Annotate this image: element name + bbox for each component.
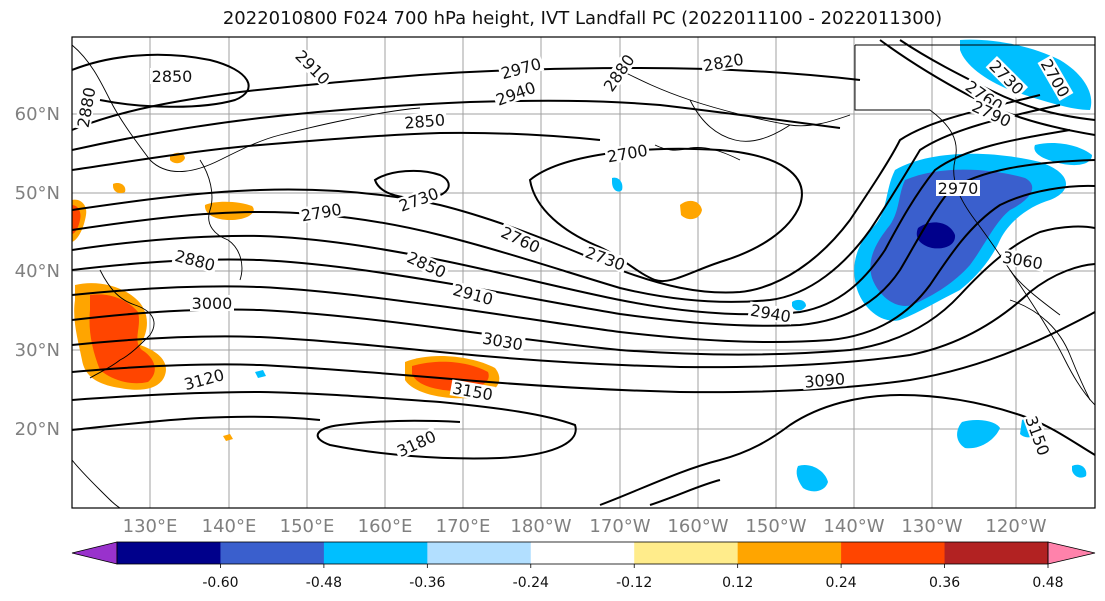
colorbar-extend-left	[71, 541, 118, 565]
longitude-label: 170°W	[589, 516, 650, 537]
longitude-label: 150°E	[280, 516, 335, 537]
contour-label-bg	[961, 76, 1007, 115]
latitude-label: 60°N	[15, 104, 60, 125]
colorbar-segment	[220, 542, 325, 564]
contour-label-bg	[599, 50, 638, 96]
latitude-label: 40°N	[15, 261, 60, 282]
contour-label-bg	[604, 141, 651, 165]
contour-label-bg	[747, 301, 794, 325]
colorbar-tick-label: -0.48	[306, 575, 342, 591]
contour-label: 2850	[404, 110, 446, 132]
colorbar-extend-right	[1047, 541, 1096, 565]
colorbar-segment	[634, 542, 739, 564]
contour-label: 3000	[192, 294, 233, 313]
contour-label-bg	[449, 379, 496, 403]
contour-label-bg	[1037, 54, 1074, 102]
contour-label-bg	[291, 45, 335, 89]
colorbar-segment	[841, 542, 946, 564]
longitude-label: 120°W	[985, 516, 1046, 537]
contour-label: 2850	[152, 67, 193, 86]
contour-label-bg	[492, 78, 540, 109]
contour-label: 3090	[804, 369, 846, 391]
contour-label-bg	[936, 180, 980, 196]
contour-label-bg	[402, 111, 448, 131]
map-title: 2022010800 F024 700 hPa height, IVT Land…	[222, 8, 943, 29]
contour-label-bg	[985, 55, 1029, 99]
colorbar-segment	[944, 542, 1049, 564]
colorbar-tick-label: 0.48	[1032, 575, 1063, 591]
contour-label-bg	[700, 50, 747, 74]
colorbar-tick-label: 0.36	[929, 575, 960, 591]
colorbar-segment	[117, 542, 221, 564]
longitude-label: 130°E	[123, 516, 178, 537]
colorbar-tick-labels: -0.60 -0.48 -0.36 -0.24 -0.12 0.12 0.24 0.36 0.4…	[202, 564, 1064, 591]
contour-label-bg	[150, 68, 194, 84]
contour-label-bg	[449, 280, 497, 308]
longitude-label: 170°E	[436, 516, 491, 537]
contour-label-bg	[171, 246, 219, 274]
map-frame	[71, 36, 1096, 509]
latitude-label: 20°N	[15, 419, 60, 440]
contour-label-bg	[395, 184, 443, 215]
colorbar-segment	[323, 542, 428, 564]
contour-label-bg	[497, 222, 545, 256]
contour-label-bg	[74, 84, 98, 131]
contour-label-bg	[298, 200, 345, 224]
colorbar-tick-label: -0.24	[513, 575, 549, 591]
colorbar	[71, 541, 1096, 565]
contour-label-bg	[403, 247, 451, 281]
contour-label-bg	[581, 243, 629, 274]
contour-label-bg	[1022, 412, 1053, 460]
longitude-labels: 130°E 140°E 150°E 160°E 170°E 180°W 170°W 160°W…	[123, 516, 1047, 537]
colorbar-segment	[530, 542, 635, 564]
contour-label-bg	[968, 96, 1016, 130]
colorbar-segment	[737, 542, 842, 564]
colorbar-tick-label: -0.60	[202, 575, 238, 591]
longitude-label: 160°E	[358, 516, 413, 537]
longitude-label: 140°E	[202, 516, 257, 537]
latitude-label: 30°N	[15, 340, 60, 361]
colorbar-tick-label: 0.24	[826, 575, 857, 591]
contour-label-bg	[999, 248, 1046, 272]
contour-label-bg	[497, 54, 545, 82]
contour-label-bg	[190, 295, 234, 311]
colorbar-tick-label: -0.36	[409, 575, 445, 591]
colorbar-tick-label: -0.12	[616, 575, 652, 591]
longitude-label: 150°W	[745, 516, 806, 537]
colorbar-tick-label: 0.12	[722, 575, 753, 591]
longitude-label: 130°W	[901, 516, 962, 537]
longitude-label: 160°W	[667, 516, 728, 537]
contour-label-bg	[802, 370, 848, 390]
gridlines	[72, 37, 1095, 508]
contour-label-bg	[479, 329, 526, 353]
latitude-labels: 60°N 50°N 40°N 30°N 20°N	[15, 104, 60, 440]
contour-label: 2970	[938, 179, 979, 198]
colorbar-outline	[116, 541, 1049, 565]
longitude-label: 140°W	[823, 516, 884, 537]
latitude-label: 50°N	[15, 183, 60, 204]
longitude-label: 180°W	[510, 516, 571, 537]
contour-label-bg	[180, 365, 228, 393]
contour-label-bg	[392, 426, 440, 460]
colorbar-segment	[427, 542, 532, 564]
